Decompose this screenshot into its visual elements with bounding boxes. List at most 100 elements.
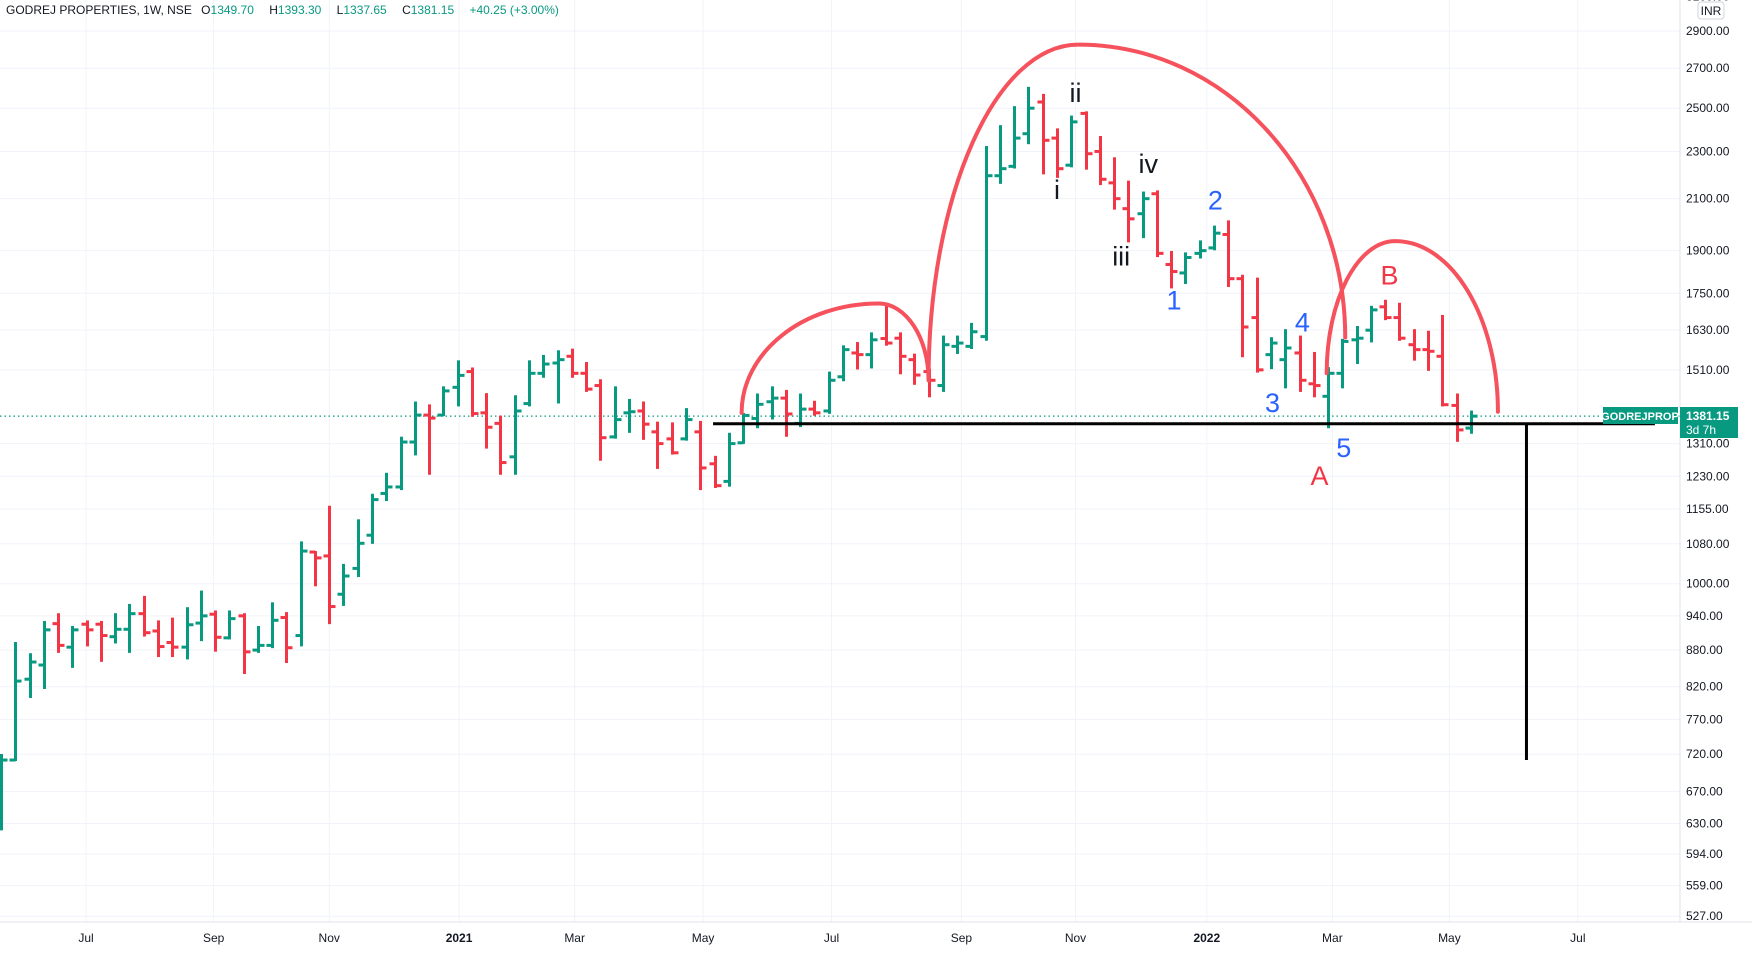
ohlc-bar bbox=[238, 613, 251, 674]
ohlc-bar bbox=[666, 422, 679, 455]
ohlc-bar bbox=[9, 642, 22, 762]
arc-left-shoulder[interactable] bbox=[739, 301, 931, 415]
ohlc-bar bbox=[994, 125, 1007, 184]
ohlc-bar bbox=[1208, 225, 1221, 251]
wave-label[interactable]: B bbox=[1380, 261, 1398, 291]
ohlc-bar bbox=[66, 626, 79, 668]
ohlc-bar bbox=[709, 455, 722, 488]
price-tick-label: 1155.00 bbox=[1686, 502, 1729, 516]
ohlc-bar bbox=[851, 342, 864, 370]
ohlc-bar bbox=[623, 398, 636, 433]
price-tick-label: 2500.00 bbox=[1686, 101, 1730, 115]
ohlc-bar bbox=[209, 610, 222, 652]
close-label: C bbox=[402, 3, 411, 17]
wave-label[interactable]: ii bbox=[1070, 78, 1082, 108]
ohlc-bar bbox=[523, 360, 536, 407]
ohlc-bar bbox=[937, 335, 950, 392]
symbol-tag: GODREJPROP bbox=[1601, 407, 1679, 424]
ohlc-bar bbox=[1294, 335, 1307, 392]
ohlc-bar bbox=[1065, 115, 1078, 168]
low-value: 1337.65 bbox=[343, 3, 387, 17]
ohlc-bar bbox=[1379, 299, 1392, 321]
ohlc-bar bbox=[1308, 351, 1321, 398]
ohlc-bar bbox=[1222, 220, 1235, 287]
price-tick-label: 1080.00 bbox=[1686, 537, 1730, 551]
price-tick-label: 1310.00 bbox=[1686, 437, 1730, 451]
time-tick-label: Nov bbox=[1065, 931, 1086, 945]
ohlc-bar bbox=[223, 610, 236, 640]
ohlc-bar bbox=[694, 420, 707, 491]
time-tick-label: May bbox=[692, 931, 715, 945]
ohlc-bar bbox=[1236, 274, 1249, 358]
change-value: +40.25 (+3.00%) bbox=[469, 3, 559, 17]
ohlc-bar bbox=[1051, 128, 1064, 178]
ohlc-bar bbox=[1008, 106, 1021, 169]
wave-label[interactable]: iii bbox=[1112, 241, 1130, 271]
high-value: 1393.30 bbox=[277, 3, 322, 17]
price-tick-label: 1510.00 bbox=[1686, 363, 1730, 377]
ohlc-bar bbox=[594, 379, 607, 461]
price-tick-label: 1900.00 bbox=[1686, 244, 1730, 258]
price-axis[interactable]: 3100.002900.002700.002500.002300.002100.… bbox=[1686, 0, 1730, 923]
wave-label[interactable]: A bbox=[1311, 461, 1329, 491]
ohlc-bar bbox=[166, 617, 179, 658]
ohlc-bar bbox=[1165, 250, 1178, 289]
ohlc-bar bbox=[295, 541, 308, 647]
time-tick-label: Nov bbox=[319, 931, 340, 945]
ohlc-bar bbox=[95, 620, 108, 662]
ohlc-bar bbox=[865, 332, 878, 369]
wave-label[interactable]: i bbox=[1054, 175, 1060, 205]
ohlc-bar bbox=[252, 626, 265, 653]
ohlc-bar bbox=[494, 415, 507, 475]
price-tick-label: 2100.00 bbox=[1686, 192, 1730, 206]
ohlc-bar bbox=[24, 653, 37, 698]
time-tick-label: 2021 bbox=[446, 931, 473, 945]
ohlc-bar bbox=[366, 493, 379, 544]
ohlc-bar bbox=[309, 550, 322, 587]
time-tick-label: 2022 bbox=[1193, 931, 1220, 945]
ohlc-bar bbox=[823, 371, 836, 414]
time-axis[interactable]: Jul Sep Nov 2021 Mar May Jul Sep Nov 2022 Mar May Ju… bbox=[78, 931, 1585, 945]
ohlc-bar bbox=[552, 350, 565, 404]
price-tick-label: 670.00 bbox=[1686, 785, 1723, 799]
ohlc-bar bbox=[452, 360, 465, 407]
low-label: L bbox=[336, 3, 344, 17]
wave-label[interactable]: 3 bbox=[1265, 388, 1280, 418]
ohlc-bar bbox=[1151, 190, 1164, 258]
wave-label[interactable]: 1 bbox=[1166, 286, 1181, 316]
ohlc-bar bbox=[1365, 305, 1378, 343]
arc-head[interactable] bbox=[926, 42, 1348, 383]
ohlc-bar bbox=[766, 386, 779, 420]
price-tick-label: 527.00 bbox=[1686, 909, 1723, 923]
price-tick-label: 720.00 bbox=[1686, 747, 1723, 761]
ohlc-bar bbox=[195, 590, 208, 642]
ohlc-bar bbox=[280, 612, 293, 664]
currency-badge[interactable]: INR bbox=[1697, 1, 1725, 20]
ohlc-bar bbox=[1351, 325, 1364, 365]
time-tick-label: Mar bbox=[1322, 931, 1343, 945]
ohlc-bar bbox=[323, 505, 336, 625]
wave-label[interactable]: 4 bbox=[1295, 308, 1310, 338]
ohlc-bar bbox=[437, 386, 450, 417]
ohlc-bar bbox=[965, 322, 978, 349]
ohlc-bar bbox=[1094, 135, 1107, 186]
ohlc-bar bbox=[409, 401, 422, 456]
ohlc-bar bbox=[894, 332, 907, 375]
ohlc-bar bbox=[951, 335, 964, 354]
wave-label[interactable]: 5 bbox=[1336, 433, 1351, 463]
ohlc-bar bbox=[509, 395, 522, 475]
symbol-tag-label: GODREJPROP bbox=[1601, 411, 1679, 423]
price-tick-label: 2700.00 bbox=[1686, 61, 1730, 75]
symbol-legend[interactable]: GODREJ PROPERTIES, 1W, NSE O1349.70 H139… bbox=[6, 3, 565, 17]
price-tick-label: 1630.00 bbox=[1686, 323, 1730, 337]
wave-label[interactable]: 2 bbox=[1208, 186, 1223, 216]
ohlc-bar bbox=[1137, 191, 1150, 239]
arc-right-shoulder[interactable] bbox=[1324, 239, 1500, 414]
ohlc-bar bbox=[837, 345, 850, 382]
close-value: 1381.15 bbox=[410, 3, 455, 17]
wave-label[interactable]: iv bbox=[1139, 149, 1159, 179]
time-tick-label: May bbox=[1438, 931, 1461, 945]
ohlc-bar bbox=[537, 354, 550, 378]
